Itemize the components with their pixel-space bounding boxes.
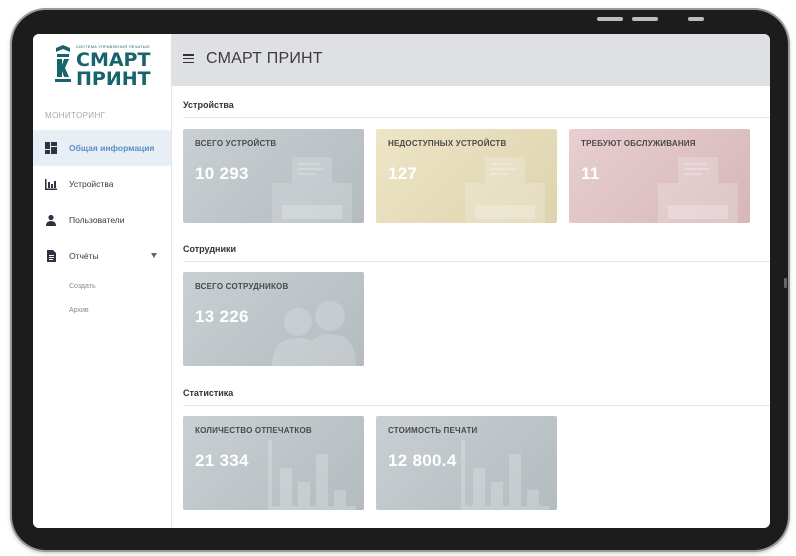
card-print-count[interactable]: КОЛИЧЕСТВО ОТПЕЧАТКОВ 21 334 — [183, 416, 364, 510]
card-print-cost[interactable]: СТОИМОСТЬ ПЕЧАТИ 12 800.4 — [376, 416, 557, 510]
card-label: НЕДОСТУПНЫХ УСТРОЙСТВ — [388, 139, 507, 148]
card-label: ВСЕГО СОТРУДНИКОВ — [195, 282, 289, 291]
tablet-volume-button — [597, 17, 623, 21]
sidebar-item-label: Пользователи — [69, 215, 125, 225]
section-title-devices: Устройства — [183, 100, 234, 110]
sidebar-item-label: Общая информация — [69, 143, 155, 153]
sidebar-subitem-create[interactable]: Создать — [69, 283, 96, 290]
sidebar: СИСТЕМА УПРАВЛЕНИЯ ПЕЧАТЬЮ СМАРТ ПРИНТ М… — [33, 34, 172, 528]
card-label: СТОИМОСТЬ ПЕЧАТИ — [388, 426, 478, 435]
logo-tagline: СИСТЕМА УПРАВЛЕНИЯ ПЕЧАТЬЮ — [76, 44, 150, 49]
section-title-stats: Статистика — [183, 388, 234, 398]
section-divider — [183, 117, 770, 118]
page-title: СМАРТ ПРИНТ — [206, 50, 323, 67]
card-label: ТРЕБУЮТ ОБСЛУЖИВАНИЯ — [581, 139, 696, 148]
card-value: 127 — [388, 164, 418, 183]
section-title-staff: Сотрудники — [183, 244, 237, 254]
printer-icon — [268, 153, 356, 223]
sidebar-item-label: Устройства — [69, 179, 114, 189]
app-screen: СИСТЕМА УПРАВЛЕНИЯ ПЕЧАТЬЮ СМАРТ ПРИНТ М… — [33, 34, 770, 528]
section-divider — [183, 405, 770, 406]
user-icon — [45, 214, 57, 226]
bar-chart-icon — [268, 440, 356, 510]
document-icon — [45, 250, 57, 262]
main-content: Устройства ВСЕГО УСТРОЙСТВ 10 293 НЕДОСТ… — [171, 86, 770, 528]
hamburger-menu-icon[interactable] — [183, 54, 194, 64]
card-needs-service[interactable]: ТРЕБУЮТ ОБСЛУЖИВАНИЯ 11 — [569, 129, 750, 223]
card-unavailable-devices[interactable]: НЕДОСТУПНЫХ УСТРОЙСТВ 127 — [376, 129, 557, 223]
tablet-side-button — [784, 278, 787, 288]
sidebar-item-users[interactable]: Пользователи — [33, 202, 171, 238]
sidebar-item-label: Отчёты — [69, 251, 99, 261]
users-group-icon — [268, 296, 356, 366]
chevron-down-icon[interactable] — [151, 253, 157, 258]
card-value: 12 800.4 — [388, 451, 457, 470]
card-total-devices[interactable]: ВСЕГО УСТРОЙСТВ 10 293 — [183, 129, 364, 223]
sidebar-item-overview[interactable]: Общая информация — [33, 130, 171, 166]
card-value: 13 226 — [195, 307, 249, 326]
printer-icon — [654, 153, 742, 223]
card-total-staff[interactable]: ВСЕГО СОТРУДНИКОВ 13 226 — [183, 272, 364, 366]
card-label: КОЛИЧЕСТВО ОТПЕЧАТКОВ — [195, 426, 312, 435]
bar-chart-icon — [461, 440, 549, 510]
sidebar-subitem-archive[interactable]: Архив — [69, 307, 89, 314]
card-value: 21 334 — [195, 451, 249, 470]
dashboard-icon — [45, 142, 57, 154]
logo-emblem-icon — [55, 45, 71, 82]
logo[interactable]: СИСТЕМА УПРАВЛЕНИЯ ПЕЧАТЬЮ СМАРТ ПРИНТ — [53, 42, 153, 94]
top-header: СМАРТ ПРИНТ — [171, 34, 770, 86]
card-value: 11 — [581, 164, 600, 183]
printer-icon — [461, 153, 549, 223]
sidebar-item-devices[interactable]: Устройства — [33, 166, 171, 202]
bar-chart-icon — [45, 178, 57, 190]
card-value: 10 293 — [195, 164, 249, 183]
tablet-volume-button — [632, 17, 658, 21]
tablet-power-button — [688, 17, 704, 21]
sidebar-section-title: МОНИТОРИНГ — [45, 111, 106, 120]
section-divider — [183, 261, 770, 262]
sidebar-item-reports[interactable]: Отчёты — [33, 238, 171, 274]
logo-name: СМАРТ ПРИНТ — [76, 49, 151, 90]
card-label: ВСЕГО УСТРОЙСТВ — [195, 139, 277, 148]
